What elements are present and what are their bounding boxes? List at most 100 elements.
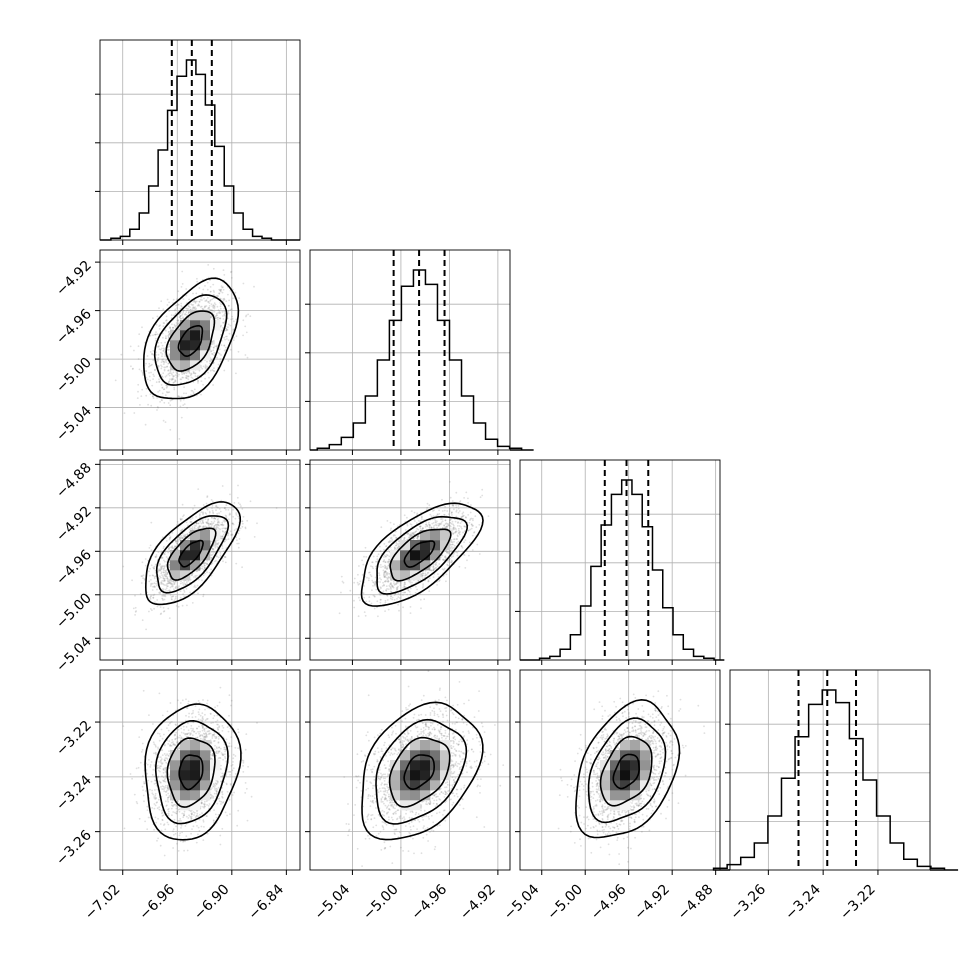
y-tick-label: −4.96 [53,306,95,348]
scatter-point [190,303,193,306]
scatter-point [204,305,206,308]
scatter-point [406,593,409,596]
scatter-point [161,579,164,582]
scatter-point [165,387,168,389]
scatter-point [158,591,160,594]
scatter-point [210,350,213,352]
scatter-point [158,328,161,330]
scatter-point [362,563,365,566]
scatter-point [145,387,148,390]
scatter-point [179,399,182,402]
scatter-point [415,522,418,524]
scatter-point [223,297,226,300]
scatter-point [186,307,189,310]
scatter-point [182,298,185,300]
scatter-point [212,349,215,352]
scatter-point [163,567,166,570]
scatter-point [156,409,158,411]
scatter-point [195,307,197,310]
scatter-point [377,615,379,618]
scatter-point [212,522,215,524]
scatter-point [140,575,143,577]
scatter-point [167,362,170,365]
scatter-point [165,337,167,340]
scatter-point [156,397,158,399]
scatter-point [452,543,454,546]
scatter-point [246,519,249,522]
scatter-point [162,610,165,613]
scatter-point [186,309,189,312]
scatter-point [427,571,430,574]
scatter-point [183,591,186,593]
scatter-point [457,505,460,507]
scatter-point [182,584,185,586]
scatter-point [170,314,173,316]
scatter-point [141,326,143,329]
scatter-point [207,301,209,303]
scatter-point [163,573,166,576]
scatter-point [409,587,412,590]
scatter-point [156,333,159,336]
scatter-point [206,288,209,291]
scatter-point [192,292,194,295]
scatter-point [242,319,245,322]
scatter-point [170,580,173,583]
scatter-point [206,522,209,525]
scatter-point [178,328,181,331]
scatter-point [225,508,227,511]
scatter-point [231,522,234,525]
scatter-point [171,584,174,587]
scatter-point [200,522,203,525]
scatter-point [176,307,179,309]
scatter-point [201,292,204,295]
scatter-point [215,314,218,317]
scatter-point [379,581,381,583]
scatter-point [176,373,179,375]
scatter-point [386,599,389,601]
scatter-point [152,378,154,380]
scatter-point [197,488,200,490]
scatter-point [160,341,163,344]
scatter-point [204,366,207,369]
scatter-point [156,588,158,591]
scatter-point [226,329,229,331]
scatter-point [214,317,217,320]
scatter-point [221,485,224,487]
scatter-point [181,283,184,285]
scatter-point [469,511,472,514]
scatter-point [166,577,168,580]
scatter-point [222,286,224,289]
scatter-point [212,289,215,292]
scatter-point [216,317,219,319]
scatter-point [169,372,172,374]
scatter-point [148,375,151,378]
scatter-point [162,569,165,571]
scatter-point [230,271,232,274]
histogram-0 [100,59,300,241]
scatter-point [171,323,173,326]
scatter-point [202,593,205,596]
scatter-point [421,527,424,530]
scatter-point [241,525,244,528]
scatter-point [164,341,166,344]
scatter-point [177,303,179,306]
scatter-point [227,323,230,326]
scatter-point [168,310,171,312]
scatter-point [231,318,234,320]
scatter-point [213,306,216,308]
scatter-point [216,345,218,348]
scatter-point [194,308,196,311]
scatter-point [222,520,225,522]
scatter-point [154,337,157,340]
scatter-point [150,549,153,552]
scatter-point [216,545,219,548]
scatter-point [168,391,171,393]
scatter-point [221,527,224,530]
scatter-point [114,379,117,382]
scatter-point [192,508,194,510]
scatter-point [385,571,388,574]
scatter-point [176,304,179,307]
scatter-point [181,604,184,607]
scatter-point [363,555,365,558]
scatter-point [218,292,221,295]
